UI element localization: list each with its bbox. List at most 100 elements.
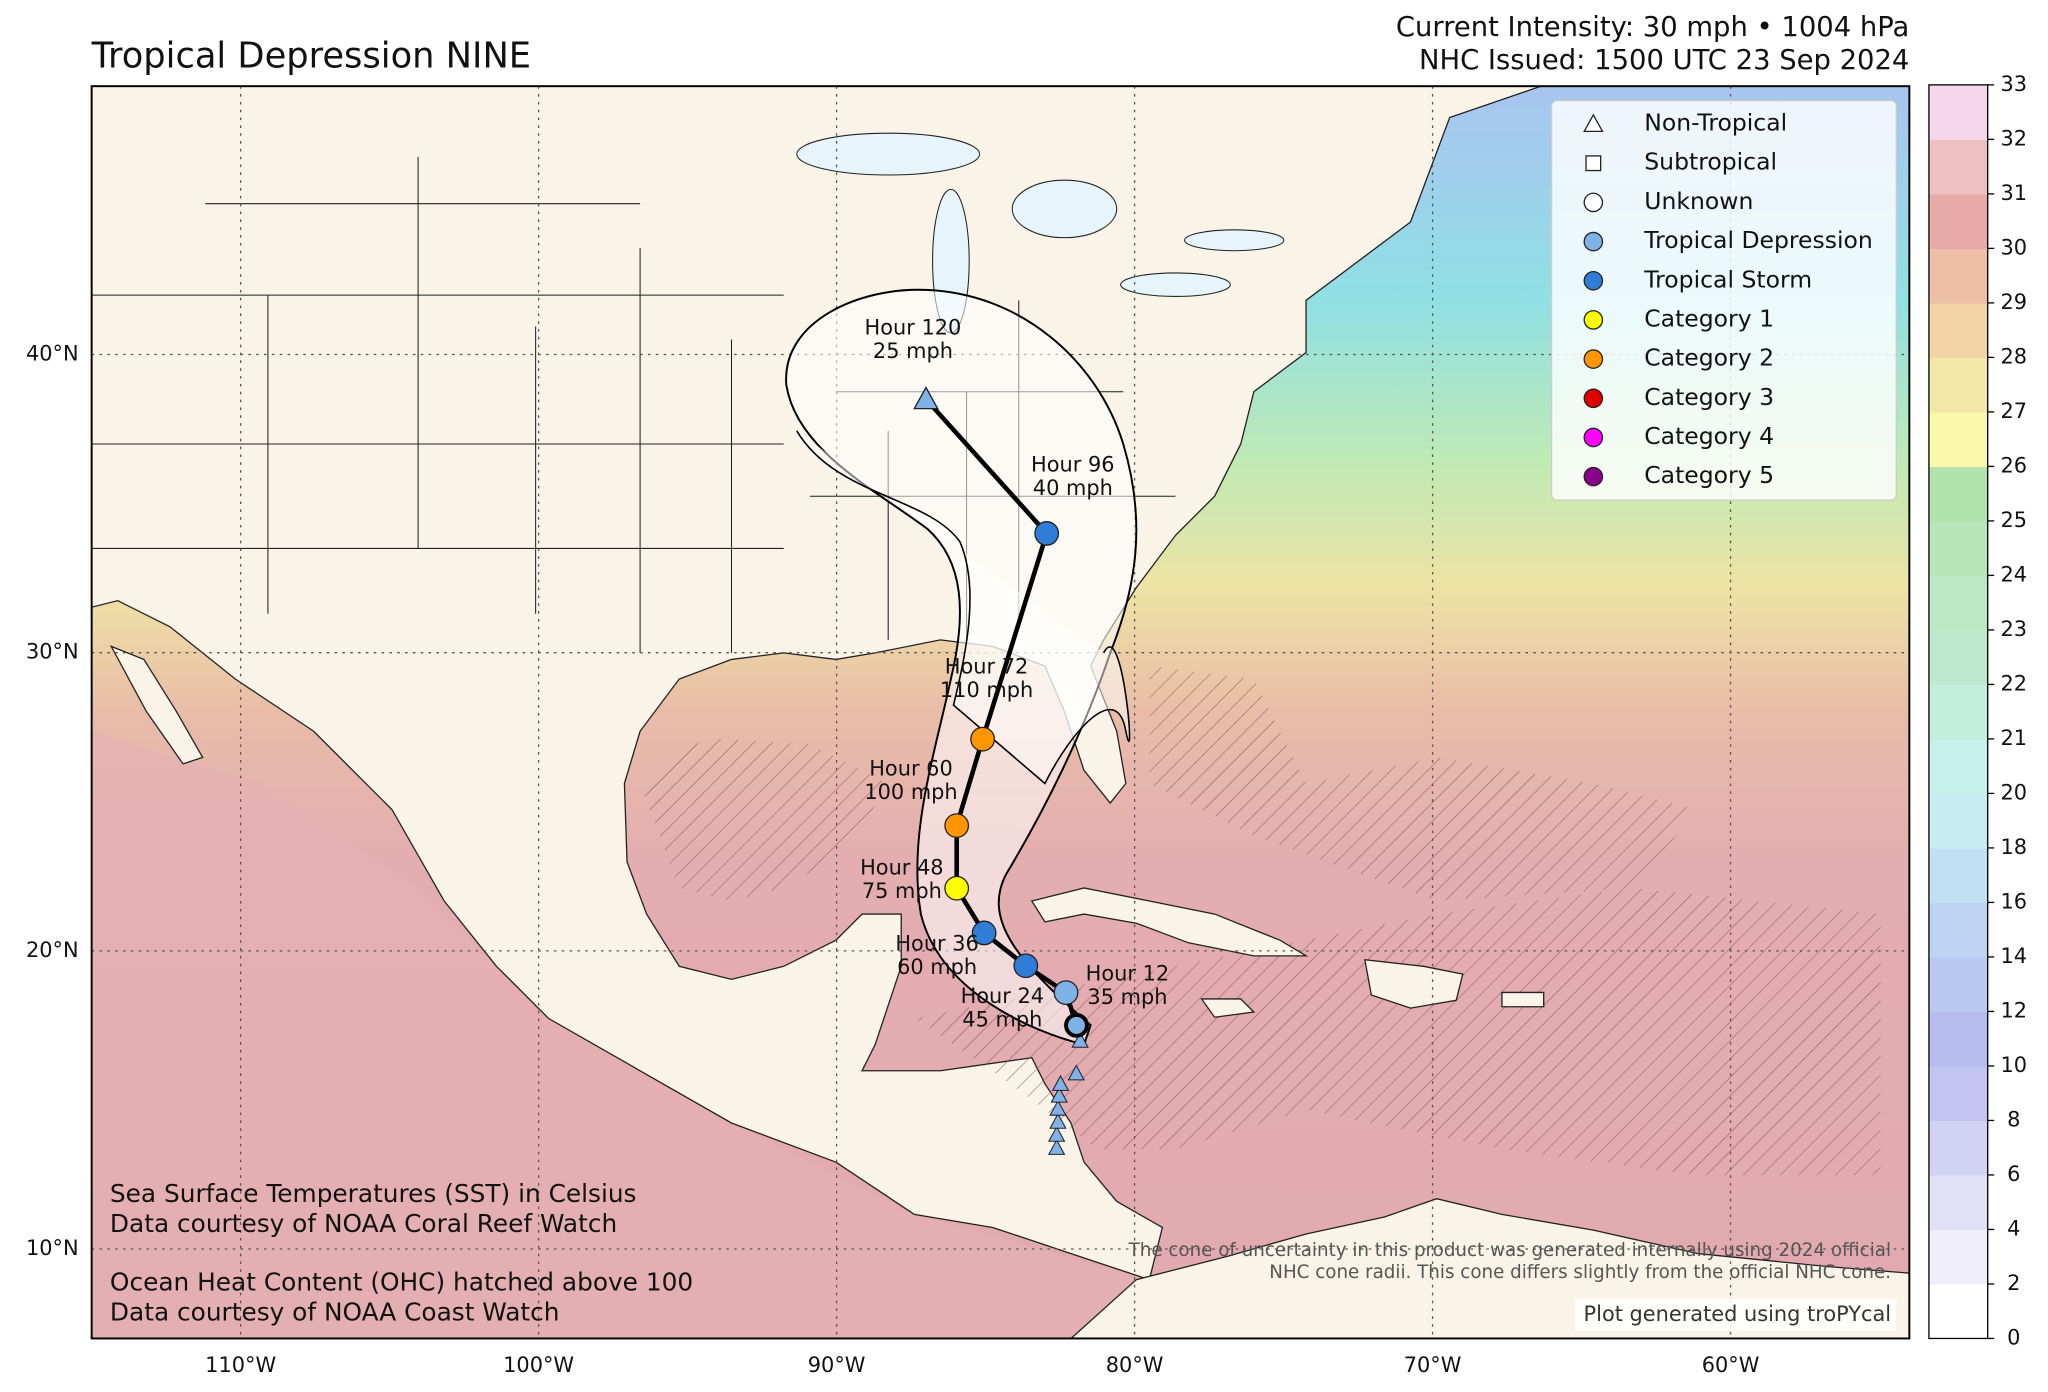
colorbar: 0246810121416182021222324252627282930313… [1928, 72, 2028, 1349]
disclaimer: The cone of uncertainty in this product … [1128, 1240, 1891, 1261]
marker [1034, 521, 1060, 546]
colorbar-band [1928, 629, 1988, 686]
map-frame [90, 85, 1911, 1340]
y-tick-label: 10°N [26, 1236, 79, 1260]
colorbar-band [1928, 1120, 1988, 1176]
colorbar-band [1928, 302, 1988, 359]
colorbar-tick-label: 28 [2001, 344, 2028, 368]
colorbar-band [1928, 1011, 1988, 1067]
current-position [1064, 1012, 1089, 1038]
legend-marker [1583, 310, 1604, 330]
colorbar-tick-label: 20 [2001, 780, 2028, 804]
legend-box [1550, 99, 1897, 501]
legend-label: Unknown [1644, 187, 1753, 215]
colorbar-band [1928, 466, 1988, 522]
colorbar-tick-label: 6 [2007, 1162, 2020, 1186]
marker [1053, 980, 1079, 1005]
colorbar-band [1928, 793, 1988, 849]
legend-marker [1585, 155, 1602, 172]
forecast-hour: Hour 60 [869, 756, 952, 780]
forecast-wind: 45 mph [962, 1008, 1042, 1032]
colorbar-band [1928, 902, 1988, 958]
note: Ocean Heat Content (OHC) hatched above 1… [110, 1268, 693, 1297]
cone-inner [796, 430, 1131, 785]
forecast-wind: 40 mph [1033, 476, 1113, 500]
legend-marker [1583, 427, 1604, 448]
baja [109, 645, 204, 765]
x-tick-label: 90°W [808, 1353, 866, 1377]
issued: NHC Issued: 1500 UTC 23 Sep 2024 [1419, 45, 1909, 76]
legend-label: Category 5 [1644, 461, 1774, 489]
forecast-hour: Hour 24 [961, 984, 1044, 1008]
colorbar-tick-label: 26 [2001, 453, 2028, 477]
forecast-wind: 110 mph [940, 678, 1033, 702]
colorbar-tick-label: 22 [2001, 671, 2028, 695]
legend-label: Category 4 [1644, 422, 1774, 450]
ohc-hatch [640, 665, 1881, 1176]
colorbar-band [1928, 357, 1988, 413]
title: Tropical Depression NINE [91, 35, 531, 76]
colorbar-tick-label: 32 [2001, 126, 2028, 150]
x-tick-label: 60°W [1702, 1353, 1760, 1377]
marker [971, 920, 997, 946]
colorbar-band [1928, 193, 1988, 250]
legend-marker [1583, 349, 1604, 369]
colorbar-band [1928, 1065, 1988, 1122]
colorbar-band [1928, 1229, 1988, 1285]
forecast-wind: 25 mph [873, 339, 953, 363]
cuba [1030, 887, 1545, 1018]
legend-marker [1583, 231, 1604, 252]
forecast-hour: Hour 36 [895, 932, 978, 956]
marker [944, 875, 970, 901]
marker [913, 386, 939, 410]
colorbar-tick-label: 25 [2001, 508, 2028, 532]
colorbar-band [1928, 575, 1988, 631]
colorbar-tick-label: 12 [2001, 998, 2028, 1022]
colorbar-frame [1928, 84, 1989, 1340]
legend-marker [1583, 388, 1604, 409]
legend-label: Category 1 [1644, 304, 1774, 332]
credit: Plot generated using troPYcal [1584, 1302, 1891, 1326]
forecast-wind: 35 mph [1087, 985, 1167, 1009]
marker [970, 726, 996, 752]
y-tick-label: 30°N [26, 640, 79, 664]
legend-marker [1583, 270, 1604, 291]
colorbar-band [1928, 738, 1988, 795]
colorbar-tick-label: 31 [2001, 181, 2028, 205]
colorbar-tick-label: 33 [2001, 72, 2028, 96]
legend-label: Tropical Depression [1643, 226, 1873, 254]
colorbar-band [1928, 1283, 1988, 1340]
legend-label: Category 2 [1644, 344, 1774, 372]
colorbar-band [1928, 520, 1988, 577]
colorbar-tick-label: 8 [2007, 1107, 2020, 1131]
credit-box [1575, 1299, 1897, 1331]
colorbar-tick-label: 0 [2007, 1325, 2020, 1349]
past-track [1047, 1031, 1089, 1155]
legend-label: Category 3 [1644, 383, 1774, 411]
legend-label: Subtropical [1644, 148, 1777, 176]
colorbar-tick-label: 23 [2001, 617, 2028, 641]
legend-marker [1583, 192, 1604, 213]
colorbar-tick-label: 14 [2001, 944, 2028, 968]
y-tick-label: 20°N [26, 938, 79, 962]
colorbar-tick-label: 27 [2001, 399, 2028, 423]
colorbar-band [1928, 1174, 1988, 1231]
forecast-hour: Hour 96 [1031, 453, 1114, 477]
x-tick-label: 110°W [205, 1353, 276, 1377]
colorbar-band [1928, 847, 1988, 904]
forecast-hour: Hour 12 [1086, 961, 1169, 985]
marker [944, 813, 970, 839]
forecast-wind: 75 mph [862, 879, 942, 903]
colorbar-tick-label: 4 [2007, 1216, 2020, 1240]
y-tick-label: 40°N [26, 342, 79, 366]
note: Sea Surface Temperatures (SST) in Celsiu… [110, 1179, 637, 1208]
colorbar-tick-label: 16 [2001, 889, 2028, 913]
colorbar-band [1928, 84, 1988, 141]
colorbar-tick-label: 24 [2001, 562, 2028, 586]
disclaimer: NHC cone radii. This cone differs slight… [1269, 1262, 1891, 1283]
forecast-hour: Hour 120 [865, 316, 962, 340]
forecast-hour: Hour 72 [945, 654, 1028, 678]
colorbar-band [1928, 139, 1988, 195]
